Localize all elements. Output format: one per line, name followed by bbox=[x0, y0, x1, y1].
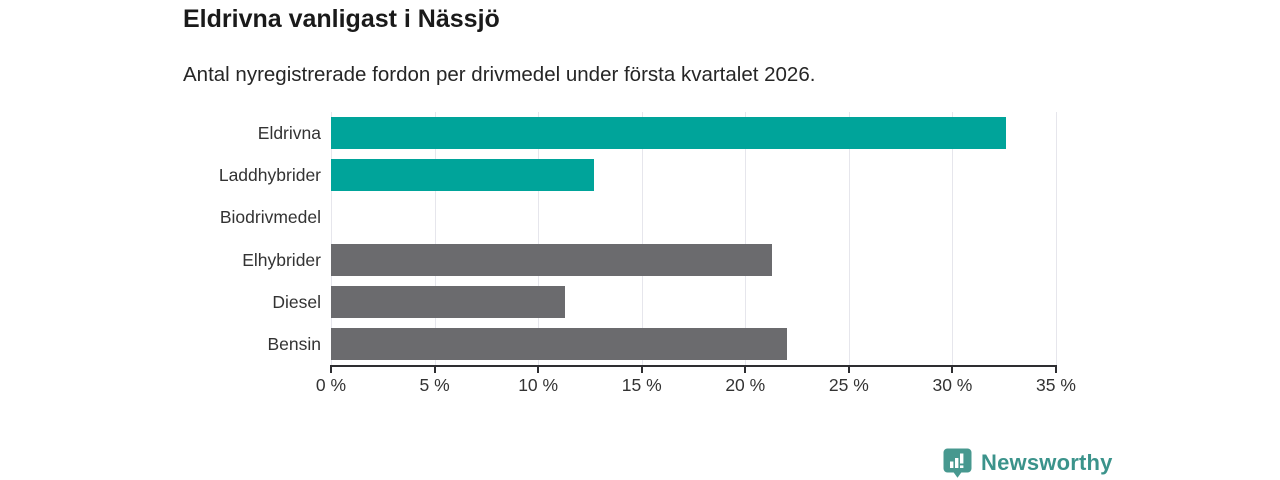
y-label-eldrivna: Eldrivna bbox=[257, 123, 321, 143]
x-tick-label-0: 0 % bbox=[315, 375, 347, 395]
x-tick-0 bbox=[330, 367, 332, 373]
gridline-25 bbox=[848, 112, 850, 365]
bar-elhybrider bbox=[331, 243, 773, 276]
bar-bensin bbox=[331, 327, 787, 360]
x-tick-30 bbox=[951, 367, 954, 373]
gridline-5 bbox=[434, 112, 436, 365]
x-tick-35 bbox=[1055, 367, 1057, 373]
plot-area bbox=[331, 112, 1057, 365]
chart-subtitle: Antal nyregistrerade fordon per drivmede… bbox=[183, 63, 816, 86]
x-axis-line bbox=[330, 365, 1057, 367]
x-tick-25 bbox=[847, 367, 850, 373]
x-tick-15 bbox=[640, 367, 643, 373]
x-tick-label-10: 10 % bbox=[518, 375, 559, 395]
x-tick-5 bbox=[433, 367, 436, 373]
gridline-30 bbox=[952, 112, 954, 365]
gridline-20 bbox=[745, 112, 747, 365]
newsworthy-bar-chart-bubble-icon bbox=[943, 448, 972, 478]
bar-diesel bbox=[331, 285, 566, 318]
y-axis-labels: Eldrivna Laddhybrider Biodrivmedel Elhybrid… bbox=[0, 112, 321, 365]
y-label-elhybrider: Elhybrider bbox=[242, 249, 321, 270]
gridline-35 bbox=[1056, 112, 1057, 365]
x-tick-label-30: 30 % bbox=[932, 375, 973, 395]
x-tick-label-25: 25 % bbox=[828, 375, 869, 395]
x-tick-label-15: 15 % bbox=[621, 375, 662, 395]
x-tick-label-20: 20 % bbox=[725, 375, 766, 395]
newsworthy-logo: Newsworthy bbox=[942, 447, 1113, 479]
y-label-bensin: Bensin bbox=[267, 333, 321, 354]
x-tick-10 bbox=[537, 367, 540, 373]
chart-title: Eldrivna vanligast i Nässjö bbox=[183, 5, 500, 33]
y-label-diesel: Diesel bbox=[272, 291, 321, 312]
x-tick-label-35: 35 % bbox=[1036, 375, 1076, 395]
bar-laddhybrider bbox=[331, 159, 595, 192]
x-tick-20 bbox=[744, 367, 747, 373]
y-label-biodrivmedel: Biodrivmedel bbox=[219, 207, 321, 228]
gridline-15 bbox=[641, 112, 643, 365]
bar-eldrivna bbox=[331, 117, 1007, 150]
x-tick-label-5: 5 % bbox=[419, 375, 450, 395]
gridline-0 bbox=[331, 112, 332, 365]
gridline-10 bbox=[538, 112, 540, 365]
y-label-laddhybrider: Laddhybrider bbox=[218, 165, 321, 186]
newsworthy-wordmark: Newsworthy bbox=[981, 450, 1113, 475]
